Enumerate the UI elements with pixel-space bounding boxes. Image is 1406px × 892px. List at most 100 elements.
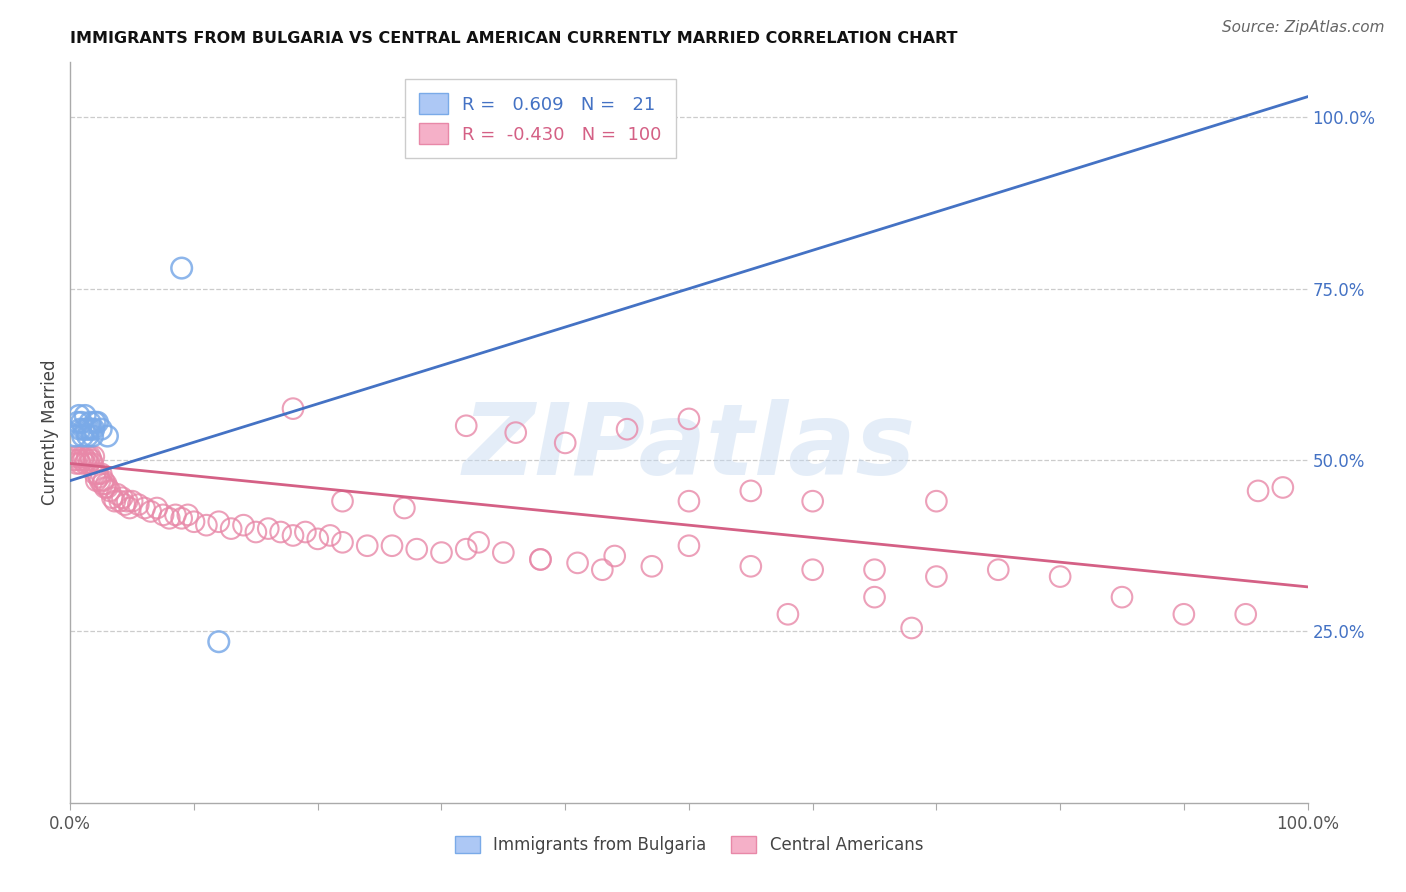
Point — [72, 453, 94, 467]
Point — [87, 470, 110, 484]
Point — [80, 453, 103, 467]
Point — [616, 422, 638, 436]
Point — [79, 450, 101, 464]
Point — [65, 450, 87, 464]
Point — [529, 552, 551, 566]
Point — [257, 522, 280, 536]
Point — [70, 415, 93, 429]
Point — [430, 545, 453, 559]
Text: IMMIGRANTS FROM BULGARIA VS CENTRAL AMERICAN CURRENTLY MARRIED CORRELATION CHART: IMMIGRANTS FROM BULGARIA VS CENTRAL AMER… — [70, 31, 957, 46]
Point — [801, 563, 824, 577]
Point — [69, 422, 91, 436]
Point — [925, 494, 948, 508]
Point — [83, 422, 105, 436]
Point — [118, 501, 141, 516]
Point — [89, 474, 111, 488]
Point — [152, 508, 174, 522]
Point — [863, 590, 886, 604]
Point — [456, 418, 478, 433]
Point — [108, 494, 131, 508]
Point — [86, 415, 108, 429]
Point — [529, 552, 551, 566]
Point — [96, 477, 118, 491]
Point — [307, 532, 329, 546]
Point — [76, 450, 98, 464]
Point — [165, 508, 187, 522]
Point — [82, 457, 104, 471]
Point — [492, 545, 515, 559]
Point — [740, 483, 762, 498]
Point — [90, 467, 112, 481]
Point — [1271, 480, 1294, 494]
Point — [678, 539, 700, 553]
Point — [208, 634, 231, 648]
Point — [66, 415, 89, 429]
Point — [740, 559, 762, 574]
Point — [104, 494, 127, 508]
Point — [82, 429, 104, 443]
Point — [91, 477, 114, 491]
Point — [98, 483, 121, 498]
Point — [75, 409, 97, 423]
Point — [134, 501, 156, 516]
Point — [96, 429, 118, 443]
Point — [987, 563, 1010, 577]
Point — [93, 474, 115, 488]
Point — [281, 528, 304, 542]
Point — [96, 480, 118, 494]
Point — [505, 425, 527, 440]
Point — [567, 556, 589, 570]
Point — [1247, 483, 1270, 498]
Point — [405, 542, 427, 557]
Point — [105, 487, 128, 501]
Point — [146, 501, 169, 516]
Point — [90, 422, 112, 436]
Point — [467, 535, 489, 549]
Point — [183, 515, 205, 529]
Y-axis label: Currently Married: Currently Married — [41, 359, 59, 506]
Text: Source: ZipAtlas.com: Source: ZipAtlas.com — [1222, 20, 1385, 35]
Point — [84, 415, 107, 429]
Point — [678, 412, 700, 426]
Point — [121, 494, 143, 508]
Point — [332, 535, 354, 549]
Text: ZIPatlas: ZIPatlas — [463, 399, 915, 496]
Point — [177, 508, 200, 522]
Point — [232, 518, 254, 533]
Point — [72, 429, 94, 443]
Point — [139, 504, 162, 518]
Point — [900, 621, 922, 635]
Point — [1234, 607, 1257, 622]
Point — [101, 491, 124, 505]
Point — [332, 494, 354, 508]
Point — [170, 261, 193, 276]
Point — [67, 453, 90, 467]
Point — [270, 524, 292, 539]
Point — [70, 450, 93, 464]
Point — [641, 559, 664, 574]
Point — [67, 409, 90, 423]
Point — [84, 467, 107, 481]
Point — [294, 524, 316, 539]
Point — [83, 450, 105, 464]
Point — [63, 453, 86, 467]
Point — [1173, 607, 1195, 622]
Point — [319, 528, 342, 542]
Point — [84, 474, 107, 488]
Legend: Immigrants from Bulgaria, Central Americans: Immigrants from Bulgaria, Central Americ… — [449, 830, 929, 861]
Point — [863, 563, 886, 577]
Point — [73, 450, 96, 464]
Point — [603, 549, 626, 563]
Point — [170, 511, 193, 525]
Point — [79, 415, 101, 429]
Point — [678, 494, 700, 508]
Point — [208, 515, 231, 529]
Point — [245, 524, 267, 539]
Point — [94, 480, 117, 494]
Point — [111, 491, 134, 505]
Point — [65, 429, 87, 443]
Point — [75, 453, 97, 467]
Point — [356, 539, 378, 553]
Point — [69, 457, 91, 471]
Point — [75, 422, 97, 436]
